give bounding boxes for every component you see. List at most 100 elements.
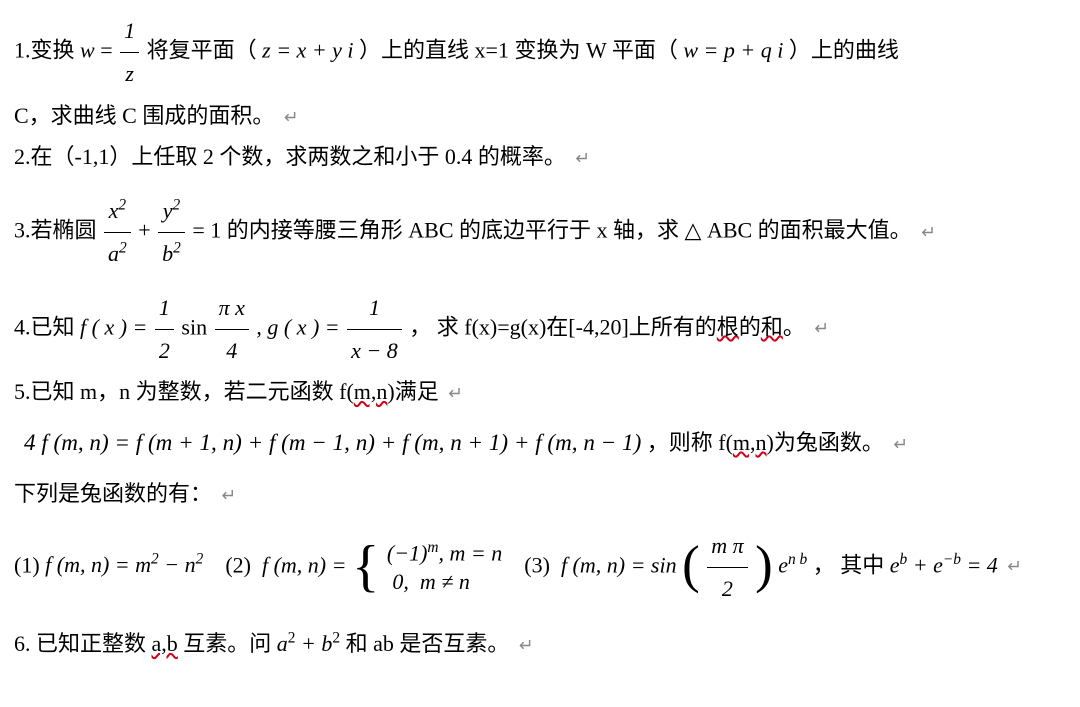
p3-prefix: 3.若椭圆	[14, 218, 102, 243]
return-mark-icon: ↵	[448, 383, 463, 403]
p4-prefix: 4.已知	[14, 314, 80, 339]
problem-5-options: (1) f (m, n) = m2 − n2 (2) f (m, n) = { …	[14, 525, 1066, 610]
p5-line1b: )满足	[387, 379, 438, 404]
p5-intro: 下列是兔函数的有：	[14, 481, 212, 506]
triangle-icon: △	[685, 218, 702, 243]
frac-den: 4	[215, 330, 249, 372]
frac-den: a2	[104, 233, 131, 275]
case1-base: (−1)	[387, 540, 428, 565]
p5-eq: 4 f (m, n) = f (m + 1, n) + f (m − 1, n)…	[24, 429, 641, 455]
spacer	[14, 609, 1066, 623]
p4-fx: f ( x ) =	[80, 314, 153, 339]
p5-after-eq: ，则称 f(	[647, 430, 733, 455]
case-row-1: (−1)m, m = n	[387, 538, 502, 568]
return-mark-icon: ↵	[284, 107, 299, 127]
p4-sin: sin	[181, 314, 212, 339]
p4-tail-b: 的	[739, 314, 761, 339]
p4-gx: g ( x ) =	[267, 314, 345, 339]
p5-line1a: 5.已知 m，n 为整数，若二元函数 f(	[14, 379, 354, 404]
p1-prefix: 1.变换	[14, 37, 80, 62]
frac-num: 1	[120, 10, 139, 53]
problem-5-equation: 4 f (m, n) = f (m + 1, n) + f (m − 1, n)…	[24, 421, 1066, 465]
p1-eq: =	[100, 37, 118, 62]
p5-opt3-e: e	[778, 552, 788, 577]
p6-prefix: 6. 已知正整数	[14, 631, 152, 656]
frac-den: 2	[707, 568, 747, 610]
problem-5-line1: 5.已知 m，n 为整数，若二元函数 f(m,n)满足 ↵	[14, 371, 1066, 413]
p4-comma: ,	[256, 314, 267, 339]
frac-num: 1	[155, 287, 174, 330]
p5-opt3: f (m, n) = sin	[561, 552, 677, 577]
frac-den: z	[120, 53, 139, 95]
p6-a2: a	[277, 631, 288, 656]
p5-opt3-e-sup: n b	[788, 551, 807, 568]
frac-num: π x	[215, 287, 249, 330]
p3-frac-y2b2: y2 b2	[158, 190, 185, 275]
opt1-a: f (m, n) = m	[45, 552, 151, 577]
frac-den: x − 8	[347, 330, 402, 372]
p6-plus-b2: + b	[301, 631, 332, 656]
y-var: y	[163, 198, 173, 223]
p4-sum: 和	[761, 314, 783, 339]
frac-num: m π	[707, 525, 747, 568]
problem-3: 3.若椭圆 x2 a2 + y2 b2 = 1 的内接等腰三角形 ABC 的底边…	[14, 190, 1066, 275]
case-row-2: 0, m ≠ n	[387, 568, 502, 597]
p1-line2-text: C，求曲线 C 围成的面积。	[14, 103, 274, 128]
p1-frac-1z: 1 z	[120, 10, 139, 95]
p5-tail: ， 其中	[813, 552, 890, 577]
return-mark-icon: ↵	[575, 148, 590, 168]
p6-mid: 互素。问	[178, 631, 277, 656]
x-var: x	[109, 198, 119, 223]
p1-w: w	[80, 37, 95, 62]
p3-plus: +	[138, 218, 156, 243]
frac-den: b2	[158, 233, 185, 275]
p3-tail2: ABC 的面积最大值。	[707, 218, 912, 243]
problem-5-intro: 下列是兔函数的有： ↵	[14, 473, 1066, 515]
p5-after-eq2: )为兔函数。	[767, 430, 884, 455]
return-mark-icon: ↵	[1007, 556, 1022, 576]
p1-mid1: 将复平面（	[147, 37, 257, 62]
return-mark-icon: ↵	[921, 222, 936, 242]
return-mark-icon: ↵	[893, 434, 908, 454]
p5-cond-sup2: −b	[943, 551, 961, 568]
p2-text: 2.在（-1,1）上任取 2 个数，求两数之和小于 0.4 的概率。	[14, 144, 566, 169]
p4-tail-c: 。	[783, 314, 805, 339]
p5-mn: m,n	[354, 379, 388, 404]
b-var: b	[162, 241, 173, 266]
p5-opt1-label: (1)	[14, 552, 45, 577]
case1-exp: m	[427, 539, 438, 556]
p6-mid2: 和 ab 是否互素。	[346, 631, 510, 656]
p5-cond-e1: e	[890, 552, 900, 577]
p4-root: 根	[717, 314, 739, 339]
problem-6: 6. 已知正整数 a,b 互素。问 a2 + b2 和 ab 是否互素。 ↵	[14, 623, 1066, 665]
p1-wpq: w = p + q i	[683, 37, 783, 62]
p4-frac-g: 1 x − 8	[347, 287, 402, 372]
p5-opt3-label: (3)	[508, 552, 556, 577]
frac-num: y2	[158, 190, 185, 233]
p5-cases: (−1)m, m = n 0, m ≠ n	[387, 538, 502, 597]
spacer	[14, 275, 1066, 287]
problem-2: 2.在（-1,1）上任取 2 个数，求两数之和小于 0.4 的概率。 ↵	[14, 136, 1066, 178]
spacer	[14, 515, 1066, 525]
left-brace-icon: {	[352, 541, 379, 592]
p5-mn2: m,n	[733, 430, 767, 455]
p4-frac-pix4: π x 4	[215, 287, 249, 372]
problem-set-page: 1.变换 w = 1 z 将复平面（ z = x + y i ）上的直线 x=1…	[0, 0, 1080, 707]
opt1-b: − n	[159, 552, 196, 577]
p4-tail-a: ， 求 f(x)=g(x)在[-4,20]上所有的	[409, 314, 717, 339]
return-mark-icon: ↵	[814, 318, 829, 338]
return-mark-icon: ↵	[222, 485, 237, 505]
p1-mid3: ）上的曲线	[789, 37, 899, 62]
problem-4: 4.已知 f ( x ) = 1 2 sin π x 4 , g ( x ) =…	[14, 287, 1066, 372]
p3-frac-x2a2: x2 a2	[104, 190, 131, 275]
return-mark-icon: ↵	[519, 635, 534, 655]
p5-cond-eq: = 4	[966, 552, 997, 577]
problem-1: 1.变换 w = 1 z 将复平面（ z = x + y i ）上的直线 x=1…	[14, 10, 1066, 95]
p3-eq: = 1	[192, 218, 221, 243]
frac-num: 1	[347, 287, 402, 330]
p5-opt2: f (m, n) =	[262, 552, 352, 577]
p6-ab: a,b	[152, 631, 178, 656]
p5-cond-sup1: b	[900, 551, 908, 568]
p5-opt1: f (m, n) = m2 − n2	[45, 552, 203, 577]
problem-1-line2: C，求曲线 C 围成的面积。 ↵	[14, 95, 1066, 137]
